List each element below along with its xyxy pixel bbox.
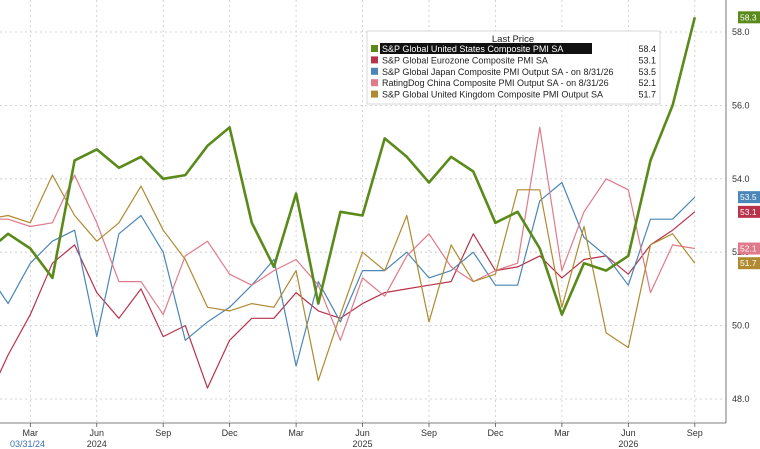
x-start-date-label: 03/31/24 — [10, 439, 45, 449]
last-value-tag-text-3: 52.1 — [740, 244, 757, 254]
last-value-tag-text-0: 58.3 — [740, 12, 757, 22]
x-tick-label: Dec — [222, 428, 239, 438]
x-tick-label: Mar — [23, 428, 39, 438]
last-value-tag-0 — [738, 11, 760, 24]
legend-label-3[interactable]: RatingDog China Composite PMI Output SA … — [382, 78, 609, 88]
series-line-2 — [0, 181, 696, 367]
legend-value-1: 53.1 — [638, 55, 656, 65]
last-value-tag-text-1: 53.1 — [740, 207, 757, 217]
legend-swatch-4 — [371, 90, 378, 98]
last-value-tag-3 — [738, 242, 760, 255]
last-value-tag-2 — [738, 191, 760, 204]
x-tick-label: Dec — [487, 428, 504, 438]
legend-label-1[interactable]: S&P Global Eurozone Composite PMI SA — [382, 55, 548, 65]
x-tick-label: Jun — [621, 428, 636, 438]
last-value-tag-1 — [738, 205, 760, 218]
legend-label-0[interactable]: S&P Global United States Composite PMI S… — [382, 44, 563, 54]
legend-value-4: 51.7 — [638, 90, 656, 100]
legend-label-4[interactable]: S&P Global United Kingdom Composite PMI … — [382, 90, 603, 100]
series-line-4 — [0, 174, 696, 382]
x-tick-label: Mar — [288, 428, 304, 438]
legend-title: Last Price — [492, 34, 534, 45]
y-tick-label: 58.0 — [732, 27, 750, 37]
legend-label-2[interactable]: S&P Global Japan Composite PMI Output SA… — [382, 67, 613, 77]
legend-highlight-0 — [380, 43, 592, 54]
y-tick-label: 54.0 — [732, 174, 750, 184]
last-value-tag-text-2: 53.5 — [740, 192, 757, 202]
legend-swatch-0 — [371, 45, 378, 52]
legend-value-0: 58.4 — [638, 44, 656, 54]
x-tick-label: Sep — [421, 428, 437, 438]
x-axis: Mar Jun Sep Dec Mar Jun Sep Dec Mar Jun Sep 2024 202… — [0, 422, 726, 449]
x-tick-label: Mar — [554, 428, 570, 438]
x-year-label: 2024 — [87, 439, 107, 449]
series-lines — [0, 16, 697, 389]
legend-swatch-3 — [371, 79, 378, 87]
x-tick-label: Jun — [355, 428, 370, 438]
last-value-tag-4 — [738, 257, 760, 270]
y-tick-label: 48.0 — [732, 394, 750, 404]
y-tick-label: 56.0 — [732, 100, 750, 110]
legend-value-3: 52.1 — [638, 78, 656, 88]
legend-swatch-1 — [371, 56, 378, 64]
x-tick-label: Sep — [155, 428, 171, 438]
series-line-3 — [0, 126, 695, 341]
x-year-label: 2026 — [618, 439, 638, 449]
x-year-label: 2025 — [353, 439, 373, 449]
last-value-tag-text-4: 51.7 — [740, 258, 757, 268]
last-value-tags: 58.3 53.5 53.1 52.1 51.7 — [738, 11, 760, 270]
legend-value-2: 53.5 — [638, 67, 656, 77]
x-tick-label: Sep — [687, 428, 703, 438]
legend-swatch-2 — [371, 67, 378, 75]
y-tick-label: 50.0 — [732, 321, 750, 331]
x-tick-label: Jun — [89, 428, 104, 438]
series-line-0 — [0, 16, 697, 316]
